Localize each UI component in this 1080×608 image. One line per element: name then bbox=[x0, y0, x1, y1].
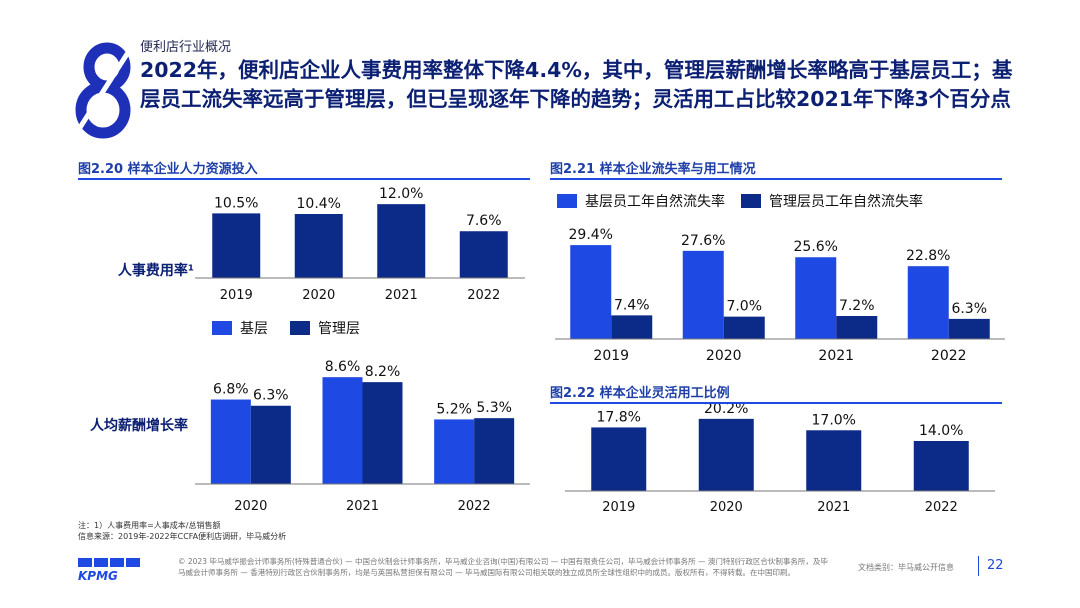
salary-growth-chart: 6.8% 6.3% 2020 8.6% 8.2% 2021 5.2% 5.3% 2022 bbox=[195, 359, 530, 514]
hr-cost-rate-label: 人事费用率¹ bbox=[117, 263, 194, 279]
x-tick-2019: 2019 bbox=[220, 288, 253, 303]
data-label-2021-1: 12.0% bbox=[379, 186, 423, 202]
footer-divider bbox=[978, 556, 979, 576]
fig-2-21-legend: 基层员工年自然流失率 管理层员工年自然流失率 bbox=[557, 191, 923, 211]
bar-2021-2 bbox=[836, 316, 878, 339]
hr-cost-rate-chart: 10.5% 2019 10.4% 2020 12.0% 2021 7.6% 2022 bbox=[195, 186, 525, 303]
data-label-2020-2: 6.3% bbox=[253, 388, 289, 404]
bar-2022-2 bbox=[474, 418, 515, 484]
data-label-2022-1: 14.0% bbox=[919, 423, 963, 439]
fig-2-21-rule bbox=[550, 178, 1002, 180]
x-tick-2021: 2021 bbox=[818, 348, 854, 364]
bar-2020-2 bbox=[250, 405, 291, 484]
kpmg-logo-text: KPMG bbox=[78, 569, 118, 582]
x-tick-2020: 2020 bbox=[706, 348, 742, 364]
data-label-2019-1: 17.8% bbox=[597, 409, 641, 425]
x-tick-2019: 2019 bbox=[602, 500, 635, 515]
bar-2019-2 bbox=[611, 315, 653, 339]
x-tick-2022: 2022 bbox=[931, 348, 967, 364]
data-label-2021-1: 25.6% bbox=[794, 239, 838, 255]
data-label-2022-1: 22.8% bbox=[906, 248, 950, 264]
bar-2022-2 bbox=[948, 318, 990, 339]
page-title: 2022年，便利店企业人事费用率整体下降4.4%，其中，管理层薪酬增长率略高于基… bbox=[140, 58, 1013, 111]
bar-2019-1 bbox=[212, 213, 261, 278]
copyright-text: © 2023 毕马威华振会计师事务所(特殊普通合伙) — 中国合伙制会计师事务所… bbox=[178, 557, 828, 577]
data-label-2020-2: 7.0% bbox=[726, 299, 762, 315]
bar-2022-1 bbox=[459, 231, 508, 278]
bar-2020-2 bbox=[723, 316, 765, 339]
data-label-2021-1: 17.0% bbox=[812, 412, 856, 428]
footnote: 注：1）人事费用率=人事成本/总销售额 bbox=[78, 521, 221, 530]
legend-label-management: 管理层 bbox=[318, 321, 360, 337]
bar-2020-1 bbox=[294, 214, 343, 278]
x-tick-2021: 2021 bbox=[385, 288, 418, 303]
data-label-2022-1: 7.6% bbox=[466, 213, 502, 229]
data-label-2021-1: 8.6% bbox=[325, 359, 361, 375]
bar-2021-1 bbox=[806, 430, 862, 491]
data-label-2020-1: 20.2% bbox=[704, 404, 748, 417]
data-label-2019-2: 7.4% bbox=[614, 297, 650, 313]
legend-swatch-base-turnover bbox=[557, 194, 577, 208]
data-label-2022-2: 5.3% bbox=[476, 400, 512, 416]
legend-swatch-mgmt-turnover bbox=[741, 194, 761, 208]
bar-2020-1 bbox=[210, 399, 251, 484]
x-tick-2021: 2021 bbox=[817, 500, 850, 515]
legend-label-base: 基层 bbox=[240, 321, 268, 337]
bar-2021-1 bbox=[795, 257, 837, 339]
legend-swatch-management bbox=[290, 321, 310, 335]
bar-2019-1 bbox=[570, 245, 612, 339]
legend-label-mgmt-turnover: 管理层员工年自然流失率 bbox=[769, 194, 923, 210]
bar-2022-1 bbox=[907, 266, 949, 339]
document-class: 文档类别：毕马威公开信息 bbox=[858, 563, 954, 572]
legend-label-base-turnover: 基层员工年自然流失率 bbox=[585, 194, 725, 210]
fig-2-22-title: 图2.22 样本企业灵活用工比例 bbox=[550, 386, 730, 401]
data-label-2022-1: 5.2% bbox=[436, 401, 472, 417]
data-label-2020-1: 10.4% bbox=[297, 196, 341, 212]
x-tick-2022: 2022 bbox=[925, 500, 958, 515]
kpmg-logo: KPMG bbox=[78, 558, 140, 582]
fig-2-21-title: 图2.21 样本企业流失率与用工情况 bbox=[550, 162, 756, 177]
bar-2020-1 bbox=[682, 250, 724, 339]
x-tick-2020: 2020 bbox=[302, 288, 335, 303]
data-label-2019-1: 10.5% bbox=[214, 195, 258, 211]
data-label-2021-2: 8.2% bbox=[365, 364, 401, 380]
turnover-chart: 29.4% 7.4% 2019 27.6% 7.0% 2020 25.6% 7.2% 2021 2… bbox=[555, 227, 1005, 364]
legend-swatch-base bbox=[212, 321, 232, 335]
x-tick-2022: 2022 bbox=[458, 499, 491, 514]
fig-2-22-rule bbox=[550, 402, 1002, 404]
data-label-2020-1: 6.8% bbox=[213, 382, 249, 398]
section-number-8-graphic bbox=[72, 40, 138, 140]
x-tick-2021: 2021 bbox=[346, 499, 379, 514]
fig-2-20-rule bbox=[78, 178, 530, 180]
flex-employment-chart: 17.8% 2019 20.2% 2020 17.0% 2021 14.0% 2022 bbox=[565, 404, 995, 515]
x-tick-2019: 2019 bbox=[593, 348, 629, 364]
data-label-2020-1: 27.6% bbox=[681, 233, 725, 249]
bar-2021-2 bbox=[362, 382, 403, 484]
bar-2019-1 bbox=[591, 427, 647, 491]
source-note: 信息来源：2019年-2022年CCFA便利店调研，毕马威分析 bbox=[78, 532, 287, 541]
page-number: 22 bbox=[987, 558, 1004, 573]
fig-2-20-title: 图2.20 样本企业人力资源投入 bbox=[78, 162, 258, 177]
data-label-2019-1: 29.4% bbox=[569, 227, 613, 243]
x-tick-2020: 2020 bbox=[710, 500, 743, 515]
x-tick-2022: 2022 bbox=[467, 288, 500, 303]
section-label: 便利店行业概况 bbox=[140, 40, 232, 55]
bar-2021-1 bbox=[322, 377, 363, 484]
x-tick-2020: 2020 bbox=[234, 499, 267, 514]
data-label-2021-2: 7.2% bbox=[839, 298, 875, 314]
salary-growth-label: 人均薪酬增长率 bbox=[90, 418, 188, 434]
data-label-2022-2: 6.3% bbox=[951, 301, 987, 317]
bar-2022-1 bbox=[913, 441, 969, 491]
bar-2022-1 bbox=[434, 419, 475, 484]
bar-2020-1 bbox=[698, 418, 754, 491]
bar-2021-1 bbox=[377, 204, 426, 278]
fig-2-20-legend: 基层 管理层 bbox=[212, 318, 360, 338]
